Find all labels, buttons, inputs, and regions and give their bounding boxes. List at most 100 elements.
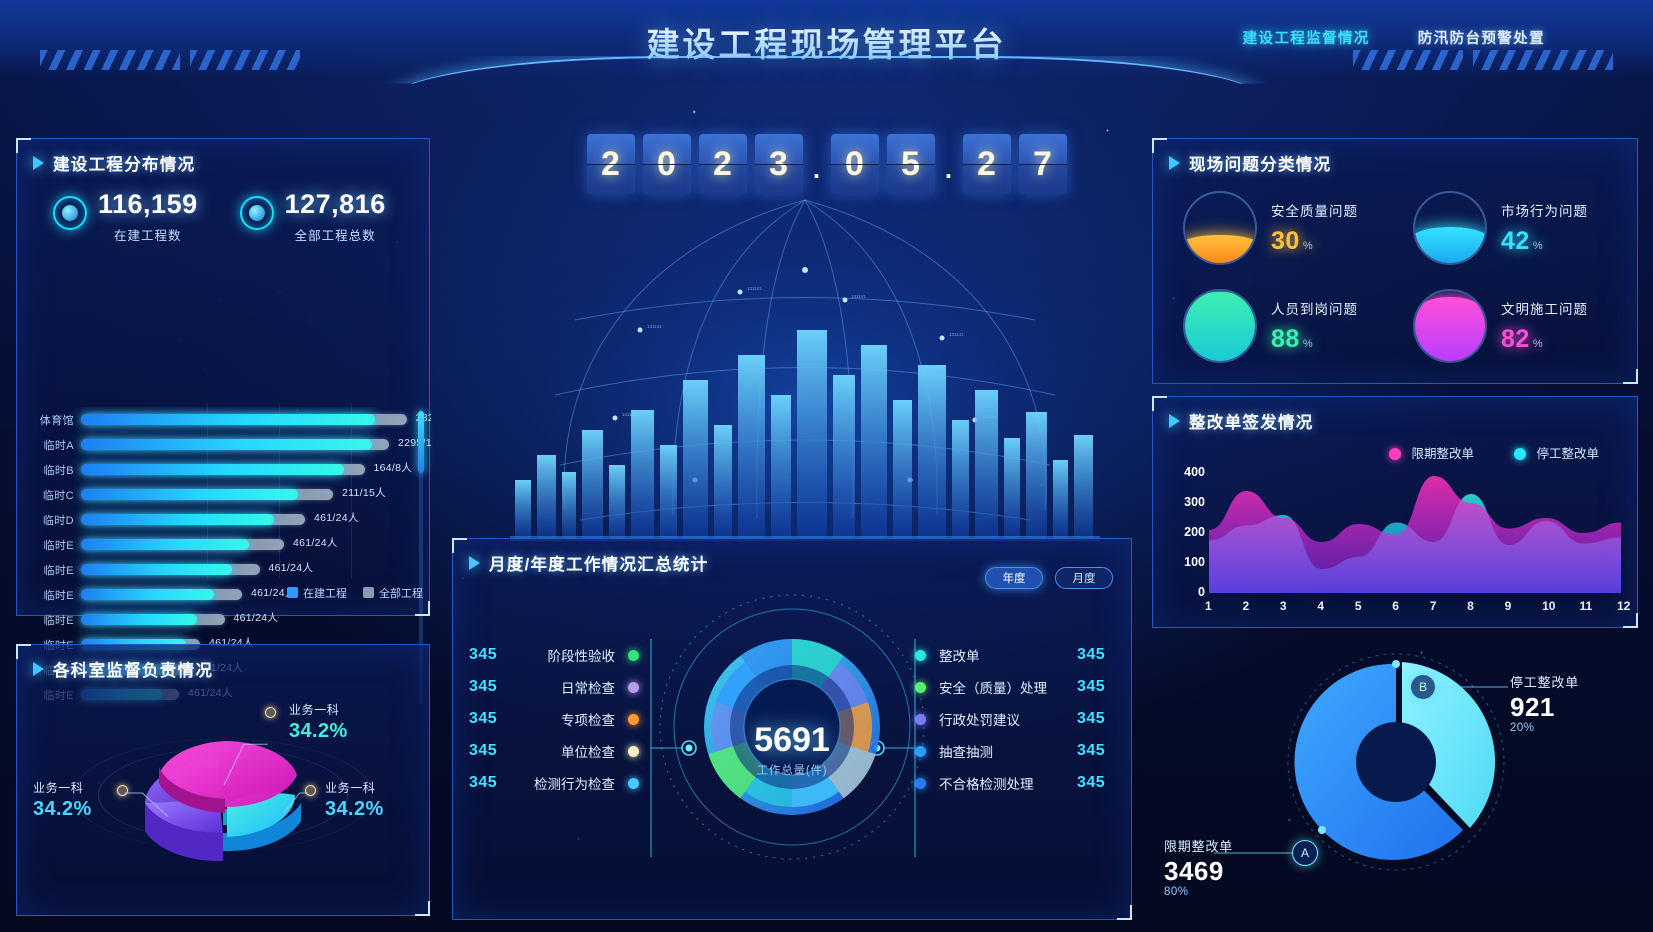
gauge-unit: % — [1302, 338, 1314, 350]
bar-value: 461/24人 — [233, 612, 279, 624]
triangle-icon — [1169, 156, 1180, 170]
bar-track: 461/24人 — [81, 612, 431, 625]
legend-item-total[interactable]: 全部工程 — [363, 585, 423, 601]
kpi-value: 116,159 — [98, 189, 198, 219]
nav-item-supervision[interactable]: 建设工程监督情况 — [1242, 31, 1370, 47]
donut-pct-stopwork: 20% — [1510, 722, 1535, 734]
rectification-legend: 限期整改单 停工整改单 — [1389, 443, 1599, 462]
bar-row[interactable]: 体育馆 2821/2695人 — [31, 407, 431, 432]
issues-title: 现场问题分类情况 — [1189, 156, 1332, 174]
summary-item-dot — [628, 649, 639, 661]
gauge-label: 市场行为问题 — [1501, 204, 1588, 219]
bar-row[interactable]: 临时E 461/24人 — [31, 607, 431, 632]
rectification-panel-header: 整改单签发情况 — [1153, 397, 1637, 433]
gauge-unit: % — [1532, 338, 1544, 350]
y-axis-tick: 0 — [1198, 585, 1205, 599]
bar-track: 2821/2695人 — [81, 412, 431, 425]
x-axis-tick: 9 — [1504, 599, 1512, 613]
bar-row[interactable]: 临时E 461/24人 — [31, 532, 431, 557]
bar-value: 164/8人 — [373, 462, 413, 474]
bar-active — [81, 464, 344, 475]
summary-list-item[interactable]: 345 日常检查 — [469, 671, 639, 703]
summary-list-item[interactable]: 345 阶段性验收 — [469, 639, 639, 671]
bar-track: 164/8人 — [81, 462, 431, 475]
gauge-info: 安全质量问题 30% — [1271, 200, 1358, 256]
nav-item-flood-warning[interactable]: 防汛防台预警处置 — [1417, 31, 1545, 47]
departments-panel: 各科室监督负责情况 业务一科 34.2% — [16, 644, 430, 916]
summary-period-toggle: 年度 月度 — [985, 567, 1113, 589]
header-stripe-right-1 — [1473, 50, 1613, 70]
bar-value: 461/24人 — [293, 537, 338, 549]
header-stripe-left-1 — [40, 50, 180, 70]
summary-center-label: 工作总量(件) — [756, 765, 828, 777]
legend-item-deadline[interactable]: 限期整改单 — [1389, 443, 1474, 462]
summary-list-item[interactable]: 345 检测行为检查 — [469, 767, 639, 799]
y-axis-tick: 100 — [1184, 555, 1205, 569]
summary-list-item[interactable]: 345 专项检查 — [469, 703, 639, 735]
donut-label-deadline: 限期整改单 — [1164, 839, 1234, 854]
summary-center-value: 5691 — [754, 721, 830, 759]
summary-item-value: 345 — [1077, 678, 1106, 695]
donut-badge-b[interactable]: B — [1410, 674, 1436, 700]
distribution-kpis: 116,159 在建工程数 127,816 全部工程总数 — [17, 175, 429, 244]
bar-list-scrollbar-thumb[interactable] — [418, 411, 424, 473]
bar-row[interactable]: 临时C 211/15人 — [31, 482, 431, 507]
bar-active — [81, 564, 232, 575]
legend-item-stopwork[interactable]: 停工整改单 — [1514, 443, 1599, 462]
triangle-icon — [33, 156, 44, 170]
x-axis-tick: 3 — [1279, 599, 1287, 613]
bar-row-label: 体育馆 — [39, 414, 74, 427]
header-nav: 建设工程监督情况 防汛防台预警处置 — [1243, 27, 1545, 48]
bar-row[interactable]: 临时E 461/24人 — [31, 557, 431, 582]
legend-swatch-total — [363, 587, 374, 598]
legend-label-total: 全部工程 — [379, 588, 423, 600]
bar-row[interactable]: 临时A 2295/125人 — [31, 432, 431, 457]
bar-row[interactable]: 临时B 164/8人 — [31, 457, 431, 482]
toggle-monthly[interactable]: 月度 — [1055, 567, 1113, 589]
summary-item-label: 日常检查 — [561, 681, 615, 696]
departments-title: 各科室监督负责情况 — [53, 662, 214, 680]
summary-list-item[interactable]: 345 单位检查 — [469, 735, 639, 767]
bar-track: 461/24人 — [81, 537, 431, 550]
bar-row[interactable]: 临时D 461/24人 — [31, 507, 431, 532]
summary-list-item[interactable]: 安全（质量）处理 345 — [915, 671, 1115, 703]
bar-active — [81, 439, 372, 450]
issue-gauge-grid: 安全质量问题 30% 市场行为问题 42% 人员到岗问题 88% 文明施工问题 82% — [1167, 181, 1623, 373]
summary-list-item[interactable]: 行政处罚建议 345 — [915, 703, 1115, 735]
summary-center-readout: 5691 工作总量(件) — [754, 721, 830, 778]
donut-section: B A 停工整改单 921 20% 限期整改单 3469 80% — [1152, 636, 1638, 922]
summary-list-item[interactable]: 抽查抽测 345 — [915, 735, 1115, 767]
bar-active — [81, 614, 197, 625]
legend-item-active[interactable]: 在建工程 — [287, 585, 347, 601]
legend-label-deadline: 限期整改单 — [1411, 447, 1474, 461]
date-digit: 3 — [754, 134, 803, 194]
summary-item-label: 整改单 — [939, 649, 980, 664]
x-axis-tick: 12 — [1617, 599, 1631, 613]
issues-panel: 现场问题分类情况 安全质量问题 30% 市场行为问题 42% 人员到岗问题 88% 文明施工… — [1152, 138, 1638, 384]
bar-row-label: 临时E — [43, 589, 74, 602]
summary-title: 月度/年度工作情况汇总统计 — [489, 556, 709, 574]
bar-active — [81, 589, 214, 600]
summary-item-value: 345 — [469, 774, 498, 791]
summary-item-label: 行政处罚建议 — [939, 713, 1020, 728]
header-stripe-right-2 — [1353, 50, 1463, 70]
donut-badge-a[interactable]: A — [1292, 840, 1318, 866]
summary-item-label: 阶段性验收 — [547, 649, 616, 664]
summary-list-item[interactable]: 不合格检测处理 345 — [915, 767, 1115, 799]
issue-gauge: 人员到岗问题 88% — [1167, 279, 1393, 373]
donut-label-stopwork: 停工整改单 — [1510, 675, 1580, 690]
triangle-icon — [1169, 414, 1180, 428]
y-axis-tick: 400 — [1184, 465, 1205, 479]
pie-label-top: 业务一科 34.2% — [289, 703, 348, 742]
summary-item-dot — [628, 777, 639, 789]
bar-active — [81, 539, 249, 550]
area-series-deadline — [1209, 476, 1621, 593]
kpi-total-projects: 127,816 全部工程总数 — [239, 191, 386, 244]
bar-track: 2295/125人 — [81, 437, 431, 450]
liquid-fill-icon — [1183, 289, 1257, 363]
toggle-yearly[interactable]: 年度 — [985, 567, 1043, 589]
app-header: 建设工程现场管理平台 建设工程监督情况 防汛防台预警处置 — [0, 0, 1653, 100]
svg-text:131141: 131141 — [949, 332, 964, 337]
summary-list-item[interactable]: 整改单 345 — [915, 639, 1115, 671]
x-axis-tick: 10 — [1542, 599, 1556, 613]
